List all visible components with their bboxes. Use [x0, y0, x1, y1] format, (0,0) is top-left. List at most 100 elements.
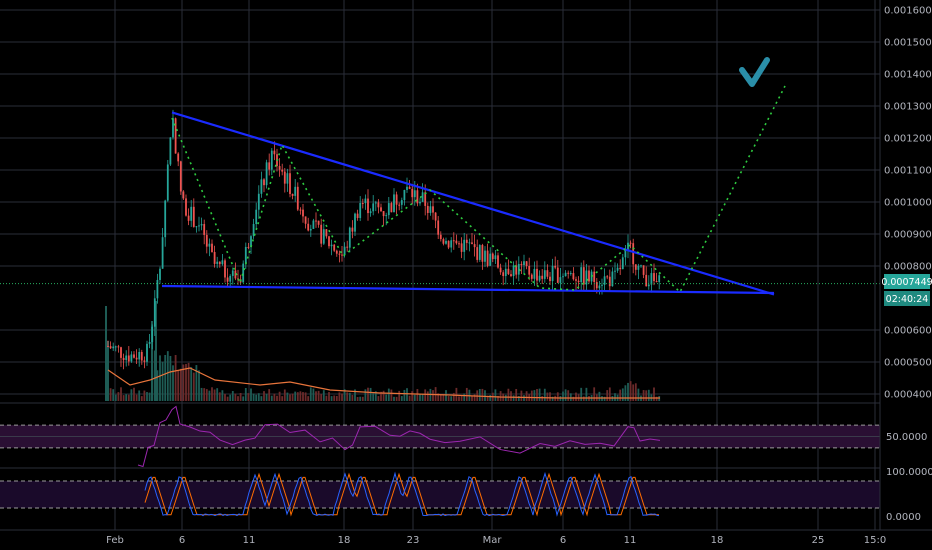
volume-bar: [396, 397, 398, 401]
candle-body: [531, 275, 533, 279]
candle-body: [203, 224, 205, 235]
candle-body: [492, 254, 494, 259]
candle-body: [297, 187, 299, 210]
candle-body: [466, 240, 468, 243]
volume-bar: [557, 392, 559, 401]
volume-bar: [250, 388, 252, 401]
volume-bar: [193, 373, 195, 401]
volume-bar: [614, 393, 616, 401]
volume-bar: [276, 396, 278, 401]
volume-bar: [562, 392, 564, 401]
candle-body: [177, 154, 179, 162]
candle-body: [357, 214, 359, 218]
candle-body: [479, 245, 481, 260]
volume-bar: [326, 396, 328, 401]
candle-body: [128, 355, 130, 361]
price-tick-label: 0.0008000: [884, 262, 932, 273]
volume-bar: [370, 388, 372, 401]
candle-body: [489, 254, 491, 266]
candle-body: [578, 281, 580, 282]
volume-bar: [333, 396, 335, 401]
candle-body: [279, 166, 281, 170]
volume-bar: [164, 355, 166, 401]
time-tick-label: 6: [179, 535, 185, 546]
volume-bar: [203, 388, 205, 401]
volume-bar: [398, 391, 400, 401]
candle-body: [463, 240, 465, 252]
volume-bar: [268, 389, 270, 401]
volume-bar: [263, 391, 265, 401]
candle-body: [164, 201, 166, 238]
volume-bar: [549, 392, 551, 401]
volume-bar: [271, 396, 273, 401]
volume-bar: [211, 387, 213, 401]
candle-body: [432, 206, 434, 212]
candle-body: [383, 211, 385, 216]
volume-bar: [232, 391, 234, 401]
countdown-tag: 02:40:24: [884, 291, 930, 306]
candle-body: [487, 251, 489, 266]
volume-bar: [422, 394, 424, 401]
volume-bar: [401, 396, 403, 401]
candle-body: [261, 179, 263, 193]
volume-bar: [471, 396, 473, 401]
volume-bar: [432, 390, 434, 401]
volume-bar: [346, 392, 348, 401]
candle-body: [120, 347, 122, 358]
candle-body: [648, 285, 650, 287]
volume-bar: [573, 397, 575, 401]
price-tick-label: 0.0013000: [884, 102, 932, 113]
volume-bar: [383, 391, 385, 401]
candle-body: [255, 210, 257, 224]
candle-body: [396, 194, 398, 204]
candle-body: [526, 261, 528, 266]
volume-bar: [463, 393, 465, 401]
time-tick-label: 6: [560, 535, 566, 546]
candle-body: [617, 268, 619, 271]
candle-body: [523, 261, 525, 265]
candle-body: [146, 344, 148, 362]
volume-bar: [440, 395, 442, 401]
candle-body: [307, 224, 309, 231]
volume-bar: [201, 388, 203, 401]
volume-bar: [294, 392, 296, 401]
candle-body: [133, 354, 135, 357]
candle-body: [375, 202, 377, 203]
candle-body: [193, 207, 195, 227]
volume-bar: [258, 393, 260, 401]
candle-body: [219, 262, 221, 264]
candle-body: [406, 187, 408, 190]
candle-body: [651, 273, 653, 285]
candle-body: [640, 265, 642, 266]
candle-body: [419, 202, 421, 204]
candle-body: [170, 137, 172, 164]
volume-bar: [567, 390, 569, 401]
volume-bar: [643, 390, 645, 401]
volume-bar: [146, 392, 148, 401]
volume-bar: [141, 396, 143, 401]
candle-body: [112, 347, 114, 349]
candle-body: [258, 194, 260, 210]
volume-bar: [240, 393, 242, 401]
volume-bar: [367, 388, 369, 401]
volume-bar: [359, 397, 361, 401]
candle-body: [601, 285, 603, 286]
volume-bar: [606, 390, 608, 401]
candle-body: [560, 277, 562, 283]
volume-bar: [365, 389, 367, 401]
volume-bar: [515, 389, 517, 401]
volume-bar: [391, 390, 393, 401]
candle-body: [341, 255, 343, 256]
volume-bar: [110, 388, 112, 401]
time-tick-label: Mar: [483, 535, 503, 546]
candle-body: [437, 221, 439, 235]
volume-bar: [378, 396, 380, 401]
volume-bar: [427, 391, 429, 401]
volume-bar: [302, 392, 304, 401]
volume-bar: [508, 389, 510, 401]
volume-bar: [531, 391, 533, 401]
volume-bar: [284, 389, 286, 401]
volume-bar: [118, 392, 120, 401]
candle-body: [635, 264, 637, 270]
